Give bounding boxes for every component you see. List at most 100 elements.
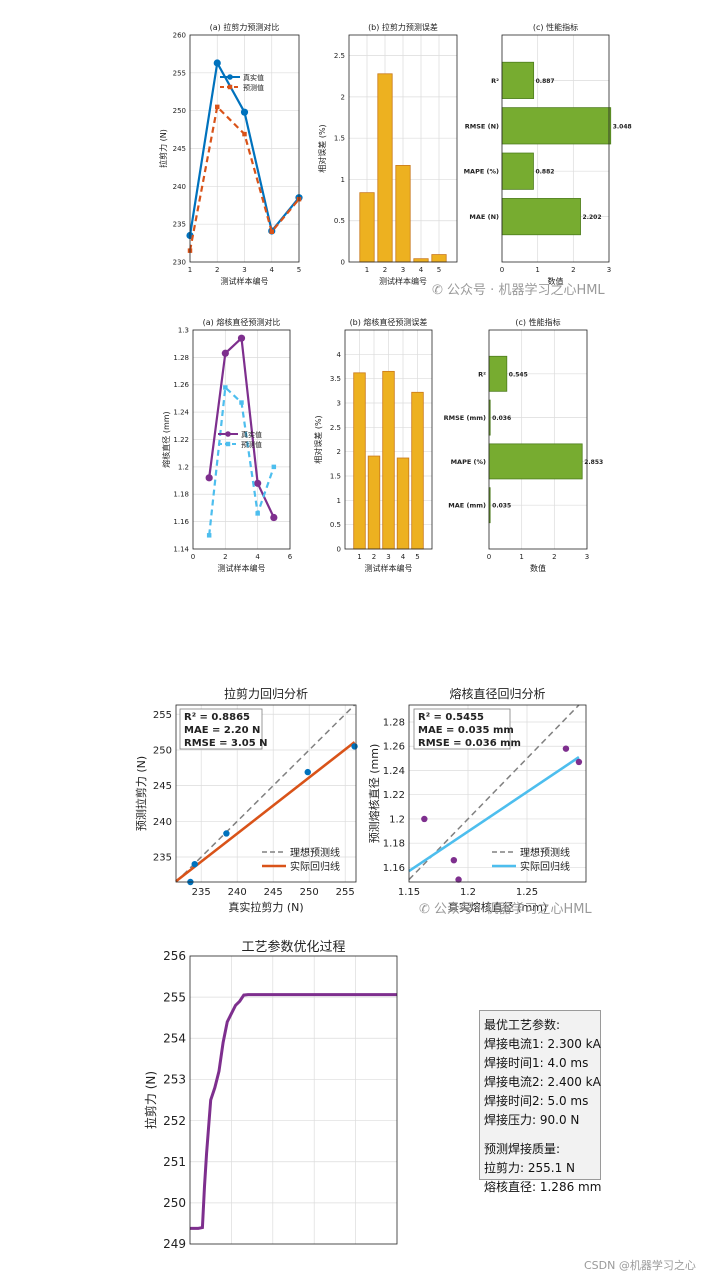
shear_error-title: (b) 拉剪力预测误差: [368, 22, 438, 32]
nugget_regression-ytick-label: 1.22: [383, 790, 405, 801]
shear_compare-legend-marker: [227, 84, 233, 90]
shear_regression-border: [175, 704, 357, 883]
shear_regression-title: 拉剪力回归分析: [224, 686, 308, 701]
optimization-ylabel: 拉剪力 (N): [143, 1071, 158, 1129]
shear_metrics-xtick-label: 0: [500, 266, 504, 274]
shear_compare-data-point: [213, 59, 221, 67]
shear_regression-xtick-label: 235: [192, 887, 211, 898]
shear_regression-ylabel: 预测拉剪力 (N): [134, 756, 148, 831]
nugget_error-ytick-label: 3.5: [330, 375, 341, 383]
optimum-param-line: 焊接电流2: 2.400 kA: [484, 1075, 601, 1089]
shear_regression-ideal-line: [175, 704, 356, 883]
nugget_compare-ytick-label: 1.2: [178, 463, 189, 471]
nugget_compare-ytick-label: 1.26: [173, 381, 189, 389]
shear_error-xlabel: 测试样本编号: [379, 276, 427, 286]
shear_error-ytick-label: 2.5: [334, 52, 345, 60]
shear_compare-ytick-label: 245: [173, 145, 186, 153]
nugget_metrics-xtick-label: 2: [552, 553, 556, 561]
shear_compare-data-point: [240, 108, 249, 116]
nugget_regression-ytick-label: 1.28: [383, 717, 405, 728]
shear_metrics-title: (c) 性能指标: [533, 22, 578, 32]
nugget_compare-ytick-label: 1.3: [178, 326, 189, 334]
shear_metrics-data-label: 0.882: [535, 169, 554, 176]
nugget_metrics-ytick-label: RMSE (mm): [444, 414, 486, 422]
nugget_compare-ytick-label: 1.24: [173, 409, 189, 417]
shear_compare-xlabel: 测试样本编号: [221, 276, 269, 286]
shear_error-ytick-label: 0: [341, 258, 345, 266]
nugget_regression-ytick-label: 1.24: [383, 766, 405, 777]
nugget_compare-data-point: [206, 533, 212, 538]
optimization-ytick-label: 249: [163, 1237, 186, 1251]
nugget_compare-data-point: [221, 349, 229, 357]
nugget_error-title: (b) 熔核直径预测误差: [350, 317, 428, 327]
shear_regression-ytick-label: 250: [153, 745, 172, 756]
nugget_compare-xtick-label: 4: [255, 553, 260, 561]
shear_error-ytick-label: 2: [341, 93, 345, 101]
shear_error-border: [348, 34, 458, 263]
shear_regression-xlabel: 真实拉剪力 (N): [228, 900, 303, 914]
nugget_compare-xtick-label: 0: [191, 553, 195, 561]
nugget_metrics-ytick-label: R²: [478, 370, 486, 378]
shear_metrics-xtick-label: 3: [607, 266, 611, 274]
shear_error-bar: [377, 73, 393, 263]
nugget_regression-legend-label: 理想预测线: [520, 846, 570, 859]
shear_compare-border: [189, 34, 300, 263]
optimization-border: [189, 955, 398, 1245]
shear_compare-legend-label: 真实值: [243, 73, 264, 82]
nugget_regression-data-point: [562, 745, 570, 752]
watermark-label-2: 公众号 · 机器学习之心HML: [434, 902, 592, 917]
shear_metrics-bar: [501, 61, 535, 99]
nugget_error-ylabel: 相对误差 (%): [313, 415, 323, 463]
nugget_compare-data-point: [270, 513, 278, 522]
nugget_compare-xtick-label: 6: [288, 553, 293, 561]
nugget_compare-ytick-label: 1.14: [173, 545, 189, 553]
optimization-ytick-label: 256: [163, 949, 186, 963]
nugget_metrics-ytick-label: MAPE (%): [451, 458, 486, 466]
nugget_compare-xtick-label: 2: [223, 553, 227, 561]
shear_compare-ytick-label: 240: [173, 183, 186, 191]
nugget_error-xtick-label: 4: [401, 553, 406, 561]
nugget_regression-xlabel: 真实熔核直径 (mm): [448, 900, 548, 914]
shear_error-xtick-label: 1: [365, 266, 369, 274]
nugget_regression-title: 熔核直径回归分析: [449, 686, 545, 701]
shear_regression-data-point: [304, 768, 311, 776]
shear_error-ytick-label: 1.5: [334, 135, 345, 143]
shear_regression-legend-label: 实际回归线: [290, 860, 340, 873]
shear_metrics-ytick-label: MAPE (%): [464, 168, 499, 176]
nugget_metrics-xtick-label: 1: [519, 553, 523, 561]
nugget_metrics-border: [488, 329, 588, 550]
nugget_error-ytick-label: 3: [337, 399, 341, 407]
nugget_compare-ytick-label: 1.18: [173, 491, 189, 499]
nugget_error-ytick-label: 0.5: [330, 521, 341, 529]
nugget_metrics-title: (c) 性能指标: [515, 317, 560, 327]
optimum-param-line: 焊接电流1: 2.300 kA: [484, 1037, 601, 1051]
shear_error-xtick-label: 3: [401, 266, 405, 274]
nugget_metrics-data-label: 0.545: [509, 371, 528, 378]
nugget_metrics-xtick-label: 0: [487, 553, 491, 561]
nugget_compare-data-point: [223, 385, 228, 390]
shear_regression-xtick-label: 240: [228, 887, 247, 898]
shear_compare-data-point: [215, 104, 220, 110]
shear_metrics-bar: [501, 107, 612, 145]
shear_regression-ytick-label: 240: [153, 817, 172, 828]
shear_compare-ytick-label: 255: [173, 69, 186, 77]
nugget_compare-ytick-label: 1.22: [173, 436, 189, 444]
shear_regression-ytick-label: 235: [153, 853, 172, 864]
nugget_error-bar: [382, 370, 395, 550]
nugget_regression-fit-line: [408, 756, 580, 873]
shear_error-xtick-label: 2: [383, 266, 387, 274]
optimization-ytick-label: 251: [163, 1155, 186, 1169]
watermark-text-2: ✆ 公众号 · 机器学习之心HML: [419, 898, 592, 917]
nugget_metrics-bar: [488, 443, 583, 480]
shear_regression-stats-line: RMSE = 3.05 N: [184, 738, 268, 749]
csdn-watermark: CSDN @机器学习之心: [584, 1259, 696, 1272]
shear_regression-legend-label: 理想预测线: [290, 846, 340, 859]
shear_compare-ytick-label: 230: [173, 258, 186, 266]
optimization-ytick-label: 253: [163, 1073, 186, 1087]
predicted-quality-heading: 预测焊接质量:: [484, 1142, 561, 1156]
shear_compare-xtick-label: 1: [188, 266, 192, 274]
shear_metrics-data-label: 0.887: [536, 78, 555, 85]
optimization-ytick-label: 250: [163, 1196, 186, 1210]
shear_compare-xtick-label: 5: [297, 266, 301, 274]
nugget_error-xtick-label: 2: [372, 553, 376, 561]
